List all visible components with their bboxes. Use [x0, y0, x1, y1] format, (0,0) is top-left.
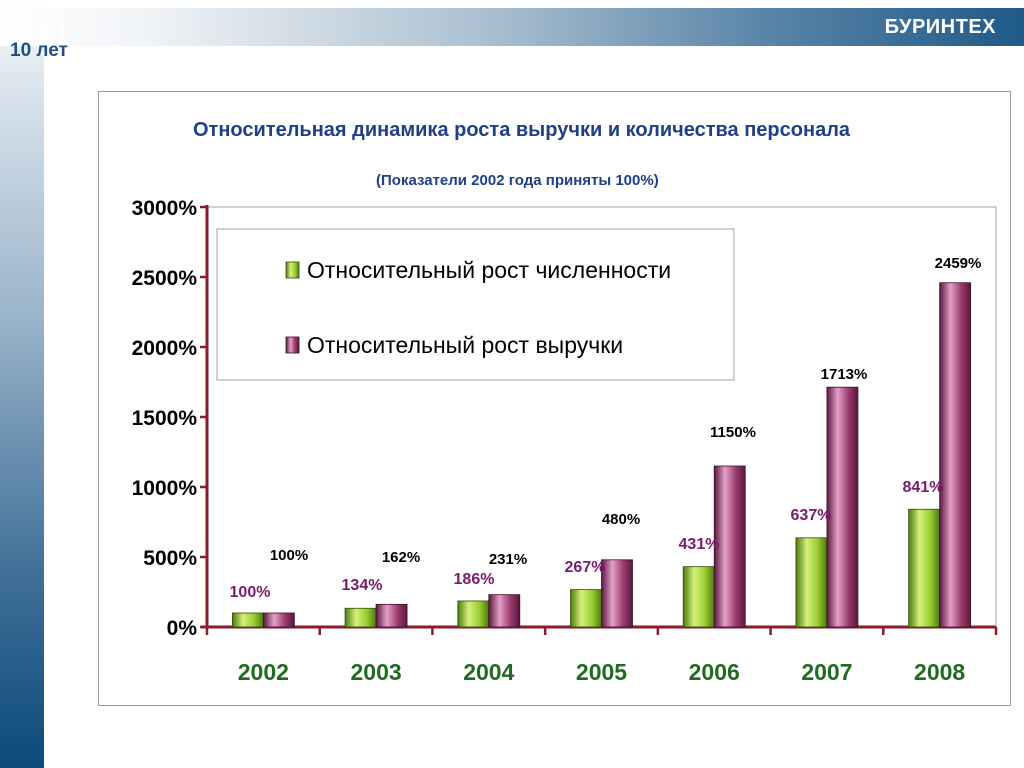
data-label-revenue-2005: 480%	[602, 511, 640, 528]
x-tick-label-2003: 2003	[350, 659, 401, 685]
x-tick-label-2007: 2007	[801, 659, 852, 685]
bar-revenue-2006	[713, 465, 746, 628]
chart-subtitle: (Показатели 2002 года приняты 100%)	[376, 172, 659, 189]
x-tick-label-2006: 2006	[689, 659, 740, 685]
x-tick-label-2002: 2002	[238, 659, 289, 685]
data-label-revenue-2006: 1150%	[710, 424, 756, 441]
chart-title: Относительная динамика роста выручки и к…	[193, 119, 851, 141]
bar-headcount-2005	[570, 589, 602, 628]
top-banner	[0, 8, 1024, 46]
data-label-headcount-2003: 134%	[342, 577, 383, 594]
legend-label-headcount: Относительный рост численности	[307, 257, 671, 283]
plot-area-border	[207, 206, 997, 627]
buryntekh-logo-icon	[38, 13, 72, 71]
x-tick-label-2004: 2004	[463, 659, 514, 685]
bar-headcount-2004	[457, 600, 490, 628]
y-tick-label: 1000%	[132, 477, 198, 500]
bar-revenue-2003	[375, 603, 408, 628]
data-label-revenue-2003: 162%	[382, 549, 420, 566]
y-tick-label: 0%	[167, 617, 198, 640]
x-tick-label-2008: 2008	[914, 659, 965, 685]
y-tick-label: 500%	[143, 547, 197, 570]
bar-headcount-2007	[795, 537, 828, 628]
left-decor-strip	[0, 0, 44, 768]
bar-headcount-2002	[231, 612, 264, 628]
y-tick-label: 2500%	[132, 267, 198, 290]
data-label-revenue-2002: 100%	[270, 547, 308, 564]
bar-revenue-2008	[939, 282, 972, 628]
bar-revenue-2004	[488, 594, 521, 628]
data-label-headcount-2007: 637%	[791, 507, 832, 524]
bar-revenue-2005	[601, 559, 633, 628]
bar-headcount-2006	[682, 566, 715, 628]
anniversary-label: 10 лет	[10, 40, 68, 61]
y-tick-label: 1500%	[132, 407, 198, 430]
data-label-revenue-2004: 231%	[489, 551, 527, 568]
legend-label-revenue: Относительный рост выручки	[307, 332, 623, 358]
data-label-headcount-2004: 186%	[454, 571, 495, 588]
y-tick-label: 3000%	[132, 197, 198, 220]
bar-headcount-2008	[908, 508, 941, 628]
data-label-revenue-2008: 2459%	[935, 255, 982, 272]
bar-headcount-2003	[344, 607, 377, 628]
y-tick-label: 2000%	[132, 337, 198, 360]
legend-swatch-headcount	[285, 261, 300, 279]
data-label-headcount-2006: 431%	[679, 536, 720, 553]
bar-revenue-2007	[826, 386, 859, 628]
data-label-revenue-2007: 1713%	[821, 366, 868, 383]
x-tick-label-2005: 2005	[576, 659, 627, 685]
data-label-headcount-2005: 267%	[565, 559, 606, 576]
data-label-headcount-2002: 100%	[230, 584, 271, 601]
data-label-headcount-2008: 841%	[903, 479, 944, 496]
legend-box	[216, 228, 735, 381]
chart-frame	[98, 91, 1011, 706]
brand-name: БУРИНТЕХ	[884, 16, 996, 38]
legend-swatch-revenue	[285, 336, 300, 354]
bar-revenue-2002	[262, 612, 295, 628]
